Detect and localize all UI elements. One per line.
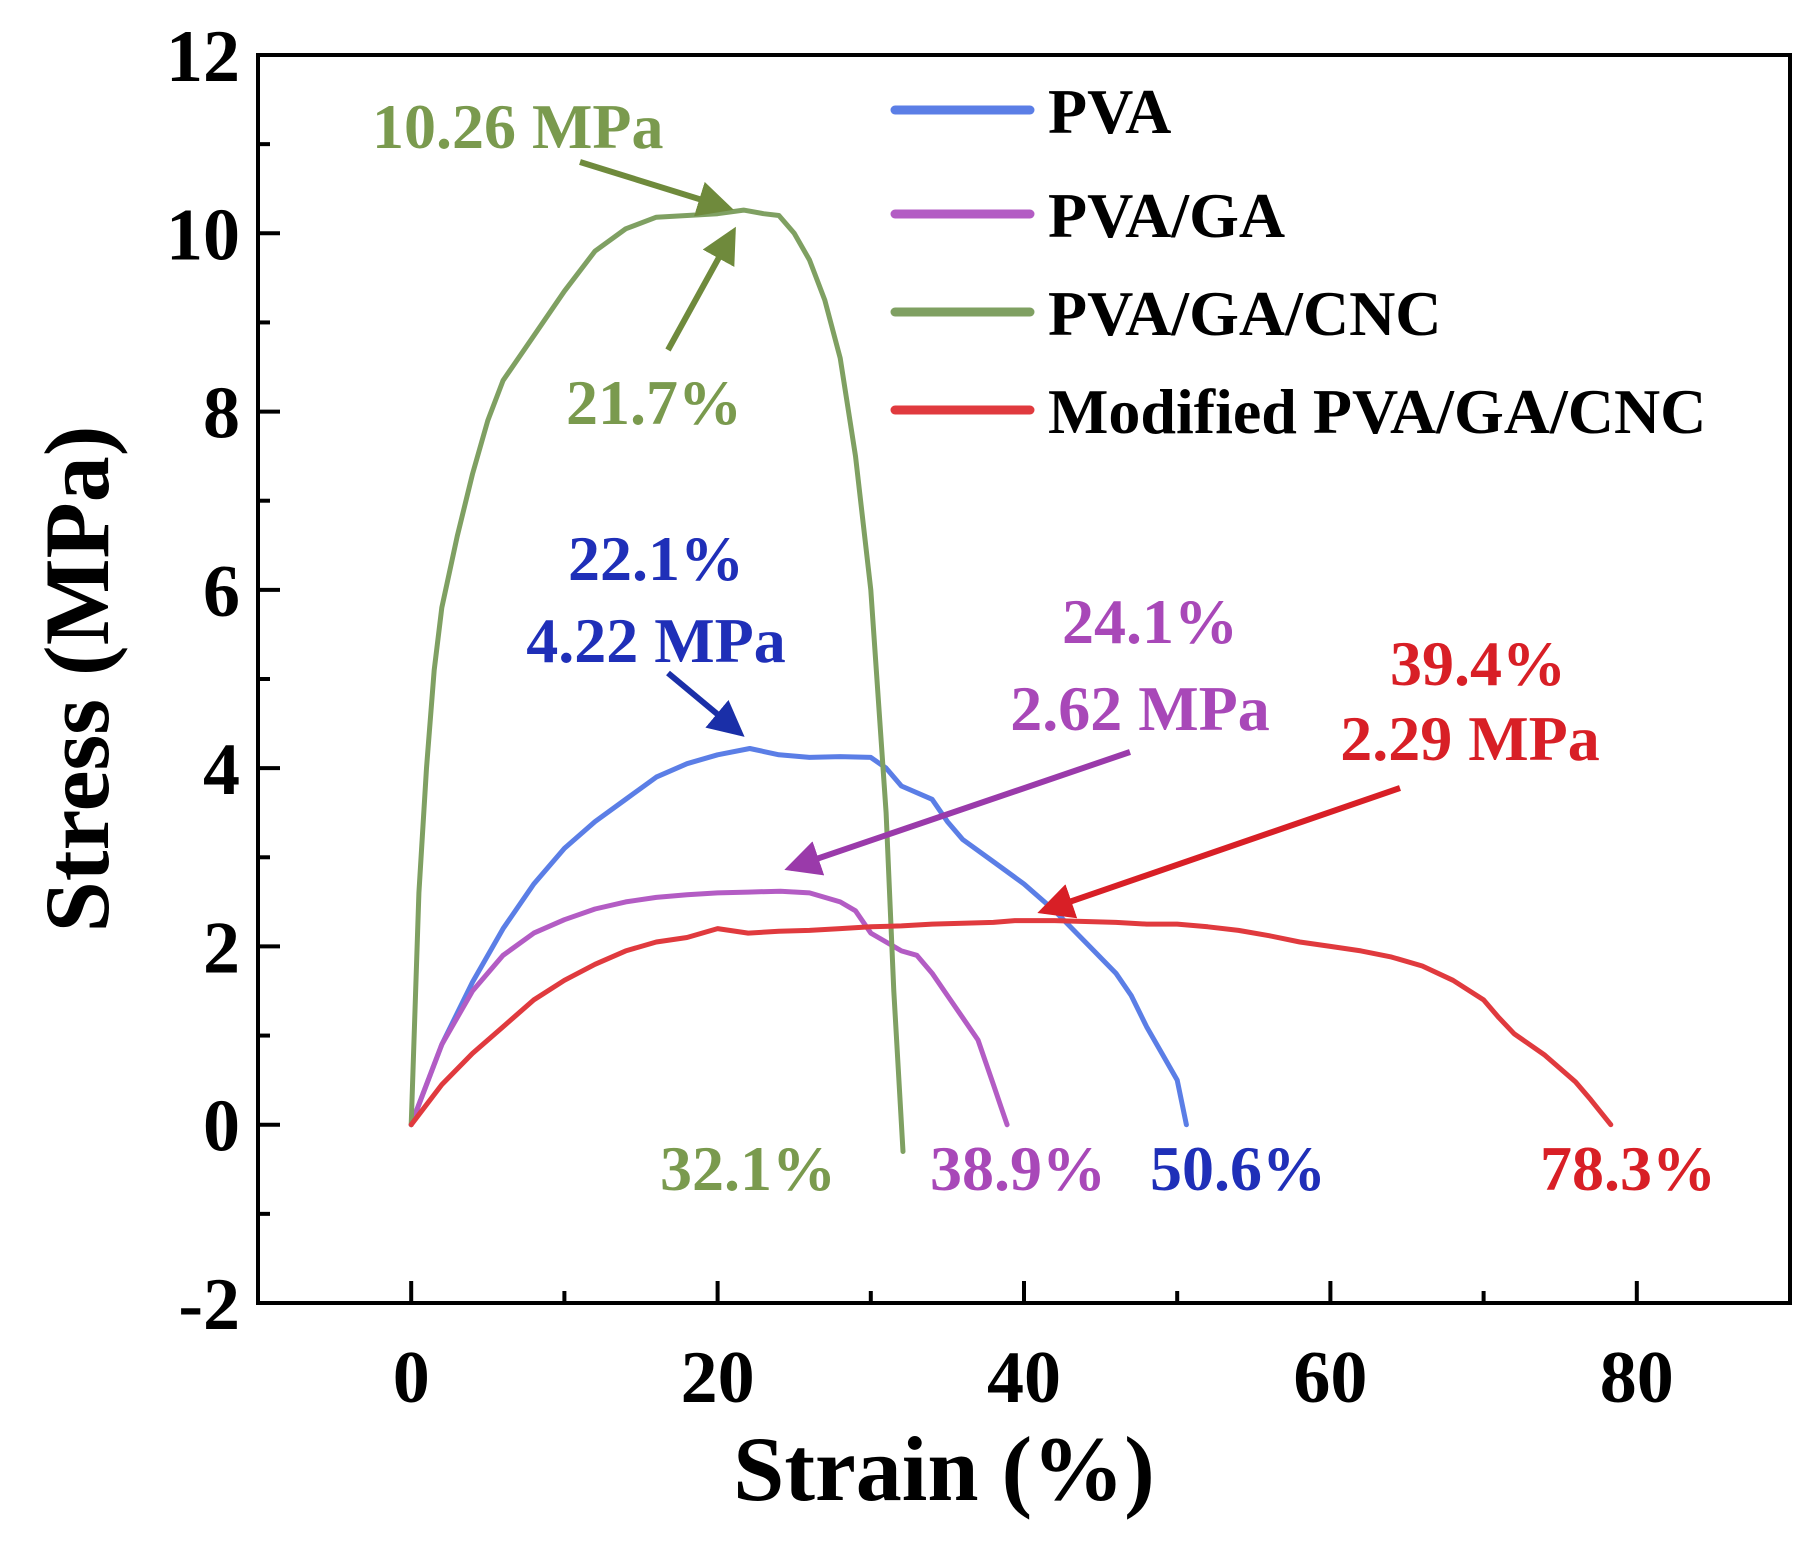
y-tick-label: 8 — [203, 373, 240, 455]
x-tick-label: 20 — [681, 1337, 755, 1419]
series-lines — [408, 207, 1614, 1154]
annotation-break-pvaga: 38.9% — [930, 1133, 1106, 1204]
series-line-2 — [408, 888, 1010, 1128]
annotation-arrows — [579, 159, 1401, 919]
annotation-pvaga-strain: 24.1% — [1062, 586, 1238, 657]
series-line-3 — [408, 207, 906, 1154]
y-tick-label: 12 — [166, 16, 240, 98]
annotation-pva-strain: 22.1% — [568, 523, 744, 594]
annotation-break-mod: 78.3% — [1540, 1133, 1716, 1204]
annotation-mod-strain: 39.4% — [1390, 628, 1566, 699]
y-axis-label: Stress (MPa) — [26, 426, 128, 933]
annotation-break-pva: 50.6% — [1150, 1133, 1326, 1204]
legend-label-3: PVA/GA/CNC — [1048, 278, 1442, 349]
y-tick-label: 10 — [166, 194, 240, 276]
y-tick-label: 2 — [203, 907, 240, 989]
annotation-pvaga-stress: 2.62 MPa — [1010, 673, 1270, 744]
y-tick-label: 6 — [203, 551, 240, 633]
x-tick-label: 80 — [1600, 1337, 1674, 1419]
x-tick-label: 40 — [987, 1337, 1061, 1419]
arrow-cnc-stress — [579, 159, 734, 217]
arrow-pva — [666, 670, 745, 737]
annotation-pva-gac-cnc-stress: 10.26 MPa — [372, 91, 664, 162]
annotations: 10.26 MPa 21.7% 22.1% 4.22 MPa 24.1% 2.62 MPa… — [372, 91, 1716, 1204]
annotation-break-cnc: 32.1% — [660, 1133, 836, 1204]
y-tick-label: 4 — [203, 729, 240, 811]
x-axis-label: Strain (%) — [733, 1418, 1155, 1520]
arrow-mod — [1037, 785, 1401, 919]
x-tick-label: 60 — [1293, 1337, 1367, 1419]
x-tick-label: 0 — [393, 1337, 430, 1419]
axes: 0 20 40 60 80 -2 0 2 4 6 8 10 12 Strain (%) Stress (MP… — [26, 16, 1792, 1520]
legend-label-4: Modified PVA/GA/CNC — [1048, 376, 1706, 447]
series-line-1 — [408, 746, 1189, 1128]
legend-label-2: PVA/GA — [1048, 180, 1285, 251]
legend-label-1: PVA — [1048, 76, 1171, 147]
arrow-cnc-strain — [665, 226, 736, 352]
legend: PVA PVA/GA PVA/GA/CNC Modified PVA/GA/CNC — [890, 76, 1706, 447]
annotation-pva-gac-cnc-strain: 21.7% — [566, 367, 742, 438]
arrow-pvaga — [784, 749, 1131, 876]
y-tick-label: 0 — [203, 1086, 240, 1168]
annotation-pva-stress: 4.22 MPa — [526, 605, 786, 676]
annotation-mod-stress: 2.29 MPa — [1340, 703, 1600, 774]
series-line-4 — [408, 918, 1614, 1128]
y-tick-label: -2 — [178, 1264, 240, 1346]
